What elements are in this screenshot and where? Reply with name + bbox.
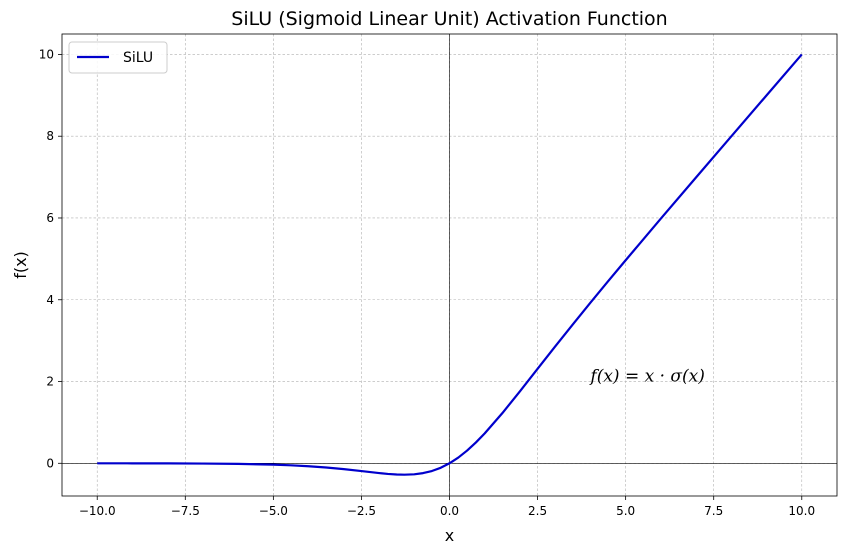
x-tick-label: 10.0 bbox=[788, 504, 815, 518]
series-layer bbox=[97, 53, 803, 476]
y-tick-label: 6 bbox=[46, 211, 54, 225]
chart-title: SiLU (Sigmoid Linear Unit) Activation Fu… bbox=[231, 8, 667, 30]
x-tick-label: 2.5 bbox=[528, 504, 547, 518]
series-line-silu bbox=[97, 53, 803, 476]
x-tick-label: −7.5 bbox=[171, 504, 200, 518]
x-tick-label: −2.5 bbox=[347, 504, 376, 518]
y-axis-label: f(x) bbox=[11, 251, 30, 279]
y-tick-label: 10 bbox=[39, 47, 54, 61]
x-tick-label: 7.5 bbox=[704, 504, 723, 518]
x-axis-label: x bbox=[445, 526, 454, 545]
x-tick-label: −10.0 bbox=[79, 504, 116, 518]
y-tick-label: 8 bbox=[46, 129, 54, 143]
y-axis-ticks: 0 2 4 6 8 10 bbox=[39, 47, 62, 470]
y-tick-label: 0 bbox=[46, 456, 54, 470]
legend: SiLU bbox=[68, 41, 168, 74]
y-tick-label: 2 bbox=[46, 375, 54, 389]
legend-entry: SiLU bbox=[123, 50, 153, 66]
x-axis-ticks: −10.0 −7.5 −5.0 −2.5 0.0 2.5 5.0 7.5 10.0 bbox=[79, 496, 815, 518]
x-tick-label: −5.0 bbox=[259, 504, 288, 518]
legend-box bbox=[68, 41, 168, 74]
y-tick-label: 4 bbox=[46, 293, 54, 307]
x-tick-label: 5.0 bbox=[616, 504, 635, 518]
x-tick-label: 0.0 bbox=[440, 504, 459, 518]
formula-annotation: f(x) = x · σ(x) bbox=[588, 367, 704, 387]
